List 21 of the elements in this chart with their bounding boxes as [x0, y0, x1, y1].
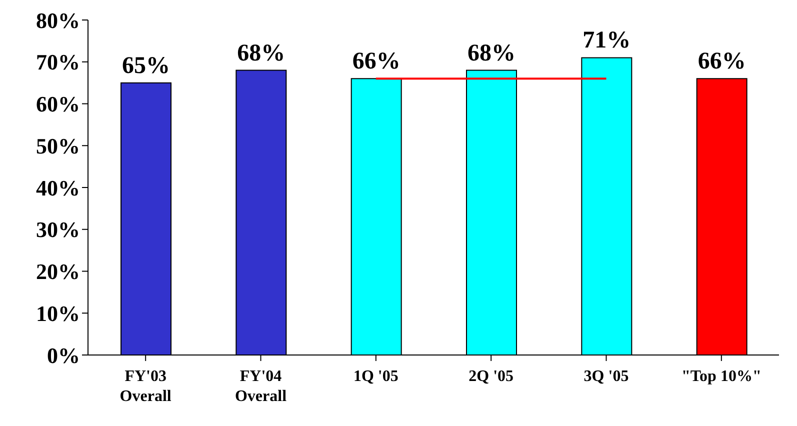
- y-tick-label: 20%: [36, 259, 80, 284]
- y-tick-label: 80%: [36, 8, 80, 33]
- y-tick-label: 60%: [36, 92, 80, 117]
- y-tick-label: 10%: [36, 300, 80, 326]
- y-tick-label: 50%: [36, 133, 80, 158]
- data-label: 66%: [352, 48, 400, 75]
- y-tick-label: 40%: [36, 175, 80, 200]
- x-tick-label: FY'03 Overall: [120, 368, 172, 405]
- x-tick-label: FY'04 Overall: [234, 368, 288, 405]
- x-tick-label: 3Q '05: [584, 368, 629, 385]
- x-tick-label: 1Q '05: [353, 368, 398, 385]
- data-label: 71%: [582, 28, 631, 54]
- y-tick-label: 0%: [47, 342, 80, 368]
- y-tick-label: 70%: [36, 50, 80, 75]
- x-tick-label: 2Q '05: [468, 368, 514, 385]
- x-tick-label: "Top 10%": [681, 368, 762, 385]
- data-label: 68%: [468, 40, 516, 66]
- data-label: 65%: [122, 52, 170, 79]
- data-label: 68%: [237, 40, 286, 66]
- y-tick-label: 30%: [36, 217, 80, 242]
- data-label: 66%: [698, 48, 746, 75]
